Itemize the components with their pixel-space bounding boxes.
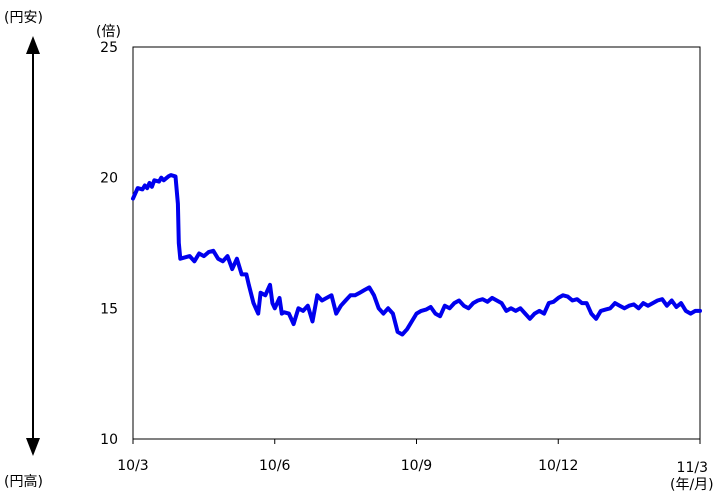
x-tick-label: 10/6 [259,458,291,474]
y-tick-label: 10 [100,432,118,448]
x-tick-labels: 10/3 10/6 10/9 10/12 11/3 [117,439,708,476]
x-tick-label: 10/3 [117,458,148,474]
y-tick-label: 15 [100,301,118,317]
y-tick-label: 25 [100,40,118,56]
arrow-bottom-label: (円高) [4,473,43,490]
y-axis-unit-label: (倍) [96,24,121,40]
y-tick-label: 20 [100,171,118,187]
x-axis-unit-label: (年/月) [670,477,714,493]
y-tick-labels: 10 15 20 25 [100,40,118,448]
arrow-down-head-icon [26,438,40,456]
series-line [131,173,702,337]
arrow-top-label: (円安) [4,10,43,26]
x-tick-label: 11/3 [677,460,708,476]
x-tick-label: 10/12 [538,458,578,474]
plot-area [132,46,701,440]
arrow-up-head-icon [26,36,40,54]
x-tick-label: 10/9 [401,458,432,474]
